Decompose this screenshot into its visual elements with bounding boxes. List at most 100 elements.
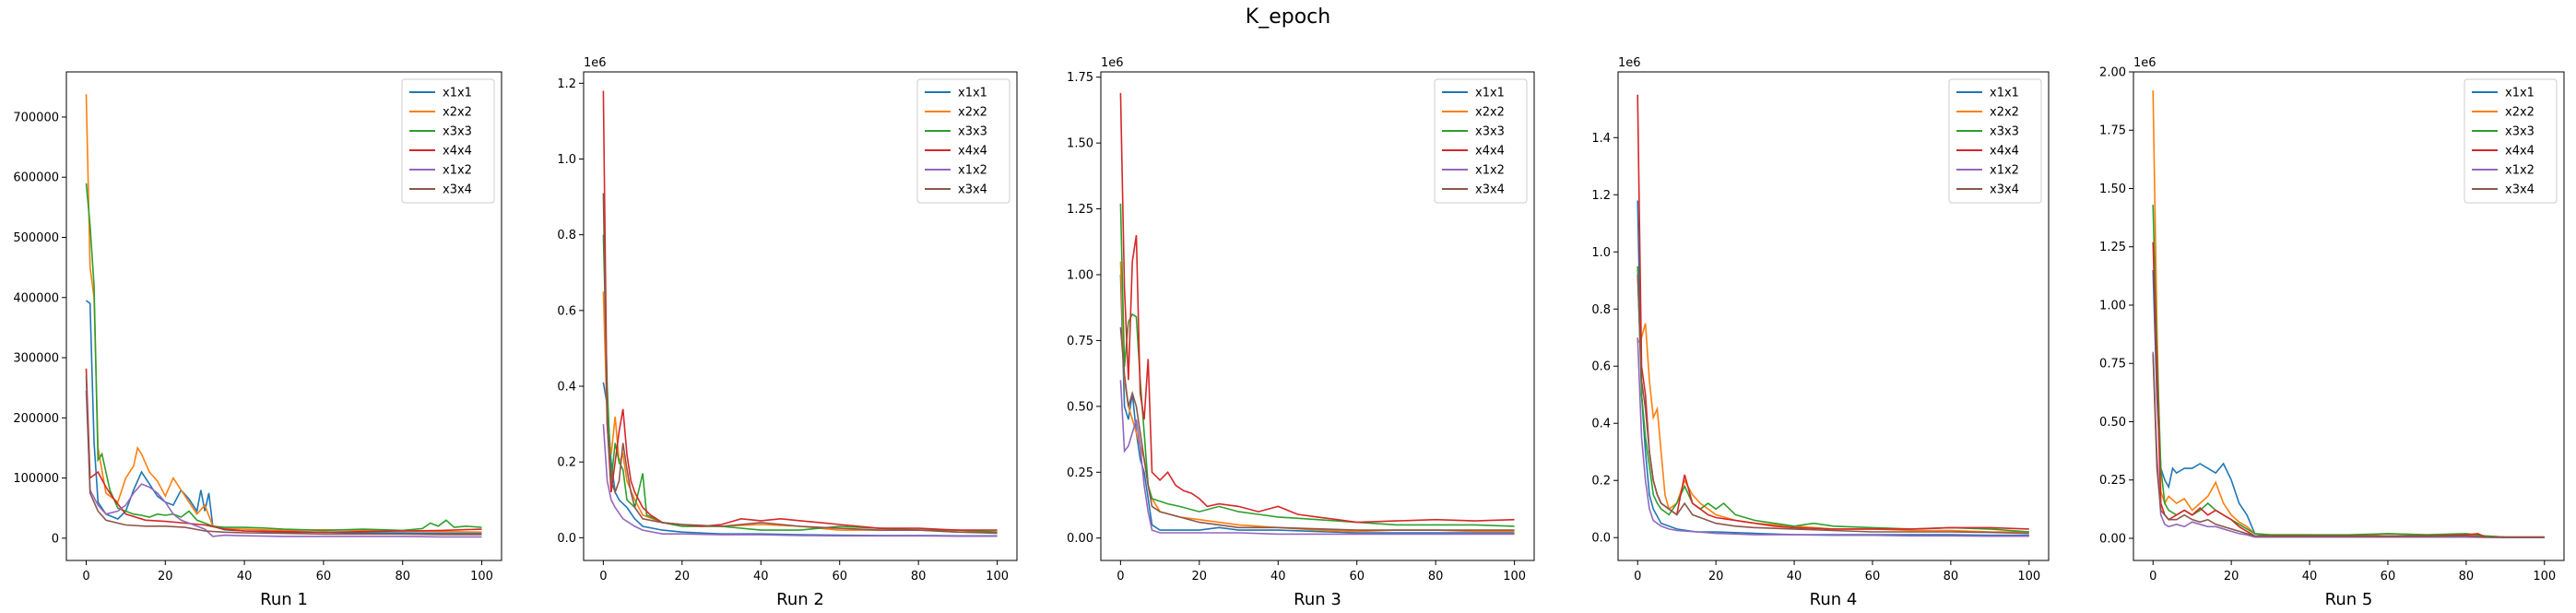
legend-label-x3x4: x3x4 bbox=[1990, 183, 2019, 197]
series-line-x3x3 bbox=[85, 183, 482, 532]
series-line-x1x2 bbox=[1637, 337, 2029, 537]
x-tick-label: 0 bbox=[2149, 570, 2157, 584]
legend-box bbox=[1948, 78, 2042, 204]
axes-frame bbox=[583, 71, 1018, 561]
series-line-x1x1 bbox=[602, 382, 998, 537]
x-tick-label: 100 bbox=[1503, 570, 1526, 584]
y-tick-label: 1.4 bbox=[1591, 132, 1611, 146]
y-offset-text: 1e6 bbox=[1101, 56, 1124, 70]
series-line-x2x2 bbox=[602, 291, 998, 533]
series-line-x3x3 bbox=[2152, 205, 2545, 538]
series-line-x1x1 bbox=[86, 300, 482, 535]
legend-label-x1x2: x1x2 bbox=[1990, 164, 2019, 178]
legend-label-x1x1: x1x1 bbox=[958, 87, 987, 100]
legend-label-x4x4: x4x4 bbox=[443, 145, 472, 159]
y-offset-text: 1e6 bbox=[1618, 56, 1641, 70]
y-tick-label: 1.75 bbox=[2099, 124, 2126, 138]
series-line-x3x4 bbox=[1119, 327, 1515, 531]
chart-panel-2: 0 20 40 60 80 100 0.0 0.2 0.4 0.6 0.8 1.0 1.2 1e6 Run … bbox=[557, 56, 1018, 609]
series-line-x1x2 bbox=[602, 424, 998, 537]
series-line-x2x2 bbox=[1637, 323, 2029, 533]
series-line-x1x2 bbox=[2152, 351, 2545, 538]
x-axis-label: Run 2 bbox=[776, 590, 824, 609]
x-tick-label: 100 bbox=[2017, 570, 2040, 584]
y-tick-label: 0.4 bbox=[557, 381, 576, 395]
y-tick-label: 0.0 bbox=[1591, 532, 1611, 546]
x-tick-label: 60 bbox=[1865, 570, 1881, 584]
legend-label-x3x3: x3x3 bbox=[2505, 125, 2535, 139]
legend-label-x2x2: x2x2 bbox=[1990, 106, 2019, 120]
y-tick-label: 0.75 bbox=[2099, 358, 2126, 371]
x-tick-label: 0 bbox=[82, 570, 89, 584]
x-tick-label: 0 bbox=[599, 570, 607, 584]
series-line-x1x1 bbox=[1637, 200, 2029, 536]
series-line-x1x1 bbox=[2152, 269, 2545, 538]
chart-panel-5: 0 20 40 60 80 100 0.00 0.25 0.50 0.75 1.00 1.25 1.50… bbox=[2099, 56, 2565, 609]
chart-panel-1: 0 20 40 60 80 100 0 100000 200000 300000 400000 500… bbox=[13, 71, 502, 609]
legend-box bbox=[401, 78, 495, 204]
y-tick-label: 0 bbox=[52, 532, 59, 546]
axes-frame bbox=[2133, 71, 2565, 561]
x-axis-label: Run 5 bbox=[2325, 590, 2373, 609]
series-line-x4x4 bbox=[85, 368, 482, 534]
series-line-x1x2 bbox=[1119, 380, 1515, 536]
series-line-x1x1 bbox=[1119, 274, 1515, 534]
y-tick-label: 0.75 bbox=[1067, 335, 1093, 348]
y-tick-label: 0.50 bbox=[1067, 400, 1093, 414]
series-line-x1x2 bbox=[85, 390, 482, 538]
x-tick-label: 20 bbox=[158, 570, 173, 584]
y-tick-label: 0.25 bbox=[2099, 474, 2126, 488]
legend: x1x1 x2x2 x3x3 x4x4 x1x2 x3x4 bbox=[1434, 78, 1528, 204]
series-line-x3x4 bbox=[2152, 354, 2545, 538]
chart-panel-4: 0 20 40 60 80 100 0.0 0.2 0.4 0.6 0.8 1.0 1.2 1.4 1e6 R… bbox=[1591, 56, 2050, 609]
y-tick-label: 1.50 bbox=[1067, 137, 1093, 151]
legend: x1x1 x2x2 x3x3 x4x4 x1x2 x3x4 bbox=[2464, 78, 2558, 204]
x-tick-label: 40 bbox=[1270, 570, 1286, 584]
legend-label-x1x2: x1x2 bbox=[2505, 164, 2535, 178]
x-axis-label: Run 1 bbox=[260, 590, 308, 609]
y-tick-label: 0.00 bbox=[2099, 532, 2126, 546]
y-tick-label: 300000 bbox=[13, 352, 59, 366]
x-tick-label: 100 bbox=[2533, 570, 2556, 584]
y-tick-label: 1.00 bbox=[2099, 299, 2126, 312]
y-tick-label: 0.2 bbox=[557, 456, 576, 470]
legend-label-x1x2: x1x2 bbox=[958, 164, 987, 178]
y-tick-label: 500000 bbox=[13, 231, 59, 245]
legend-label-x3x3: x3x3 bbox=[958, 125, 987, 139]
series-line-x3x3 bbox=[1637, 265, 2029, 533]
legend-label-x3x4: x3x4 bbox=[2505, 183, 2535, 197]
x-tick-label: 20 bbox=[1708, 570, 1724, 584]
y-tick-label: 1.2 bbox=[557, 77, 576, 91]
series-line-x3x4 bbox=[85, 375, 482, 536]
axes-frame bbox=[1100, 71, 1535, 561]
x-tick-label: 20 bbox=[675, 570, 691, 584]
axes-frame bbox=[1617, 71, 2050, 561]
y-tick-label: 0.8 bbox=[1591, 303, 1611, 317]
legend-label-x1x1: x1x1 bbox=[1475, 87, 1505, 100]
x-tick-label: 20 bbox=[2224, 570, 2239, 584]
x-tick-label: 60 bbox=[2381, 570, 2396, 584]
y-tick-label: 1.75 bbox=[1067, 71, 1093, 85]
legend-label-x3x3: x3x3 bbox=[443, 125, 472, 139]
series-line-x3x4 bbox=[1637, 275, 2029, 535]
y-tick-label: 200000 bbox=[13, 412, 59, 426]
x-axis-label: Run 4 bbox=[1810, 590, 1858, 609]
legend-box bbox=[916, 78, 1010, 204]
series-line-x3x3 bbox=[1119, 203, 1515, 527]
x-axis-label: Run 3 bbox=[1294, 590, 1341, 609]
series-line-x3x3 bbox=[602, 234, 998, 533]
x-tick-label: 60 bbox=[832, 570, 847, 584]
legend: x1x1 x2x2 x3x3 x4x4 x1x2 x3x4 bbox=[916, 78, 1010, 204]
y-tick-label: 0.50 bbox=[2099, 416, 2126, 430]
legend-label-x2x2: x2x2 bbox=[958, 106, 987, 120]
y-tick-label: 0.4 bbox=[1591, 418, 1611, 431]
x-tick-label: 100 bbox=[986, 570, 1009, 584]
legend-label-x4x4: x4x4 bbox=[958, 145, 987, 159]
axes-frame bbox=[65, 71, 502, 561]
legend-label-x1x2: x1x2 bbox=[1475, 164, 1505, 178]
series-line-x4x4 bbox=[1119, 92, 1515, 524]
legend-label-x4x4: x4x4 bbox=[1475, 145, 1505, 159]
y-tick-label: 1.50 bbox=[2099, 183, 2126, 196]
x-tick-label: 80 bbox=[1428, 570, 1444, 584]
